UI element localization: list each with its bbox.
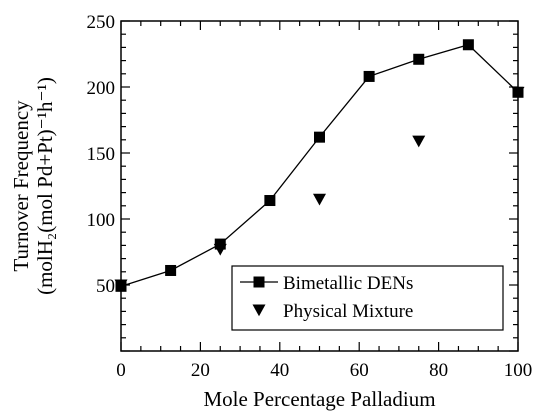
x-tick-label: 0 xyxy=(116,360,126,381)
y-axis-title-line1: Turnover Frequency xyxy=(9,100,33,272)
data-point-square xyxy=(264,195,276,207)
series-layer xyxy=(114,39,525,292)
legend-label: Physical Mixture xyxy=(283,301,413,322)
data-point-square xyxy=(413,53,425,65)
y-tick-label: 250 xyxy=(87,12,116,33)
data-point-square xyxy=(165,264,177,276)
y-tick-label: 200 xyxy=(87,78,116,99)
data-point-triangle xyxy=(412,135,426,148)
data-point-triangle xyxy=(313,193,326,206)
axis-ticks xyxy=(120,20,519,352)
x-tick-label: 60 xyxy=(350,360,369,381)
y-axis-title: Turnover Frequency (molH₂(mol Pd+Pt)⁻¹h⁻… xyxy=(9,77,57,295)
series-bimetallic-dens xyxy=(115,39,524,292)
x-tick-label: 80 xyxy=(429,360,448,381)
data-point-triangle xyxy=(511,86,525,99)
legend-item: Physical Mixture xyxy=(252,301,413,322)
data-point-square xyxy=(314,131,325,143)
x-tick-label: 100 xyxy=(504,360,533,381)
tick-labels: 0 20 40 60 80 100 50 100 150 200 250 xyxy=(87,12,533,381)
series-physical-mixture xyxy=(114,86,525,292)
data-point-triangle xyxy=(213,243,227,256)
series-line xyxy=(120,44,519,287)
legend-label: Bimetallic DENs xyxy=(283,273,413,294)
y-axis-title-line2: (molH₂(mol Pd+Pt)⁻¹h⁻¹) xyxy=(33,77,57,295)
legend-box xyxy=(231,265,504,331)
y-tick-label: 150 xyxy=(87,144,116,165)
y-tick-label: 100 xyxy=(87,210,116,231)
legend: Bimetallic DENs Physical Mixture xyxy=(231,265,504,331)
legend-marker-square xyxy=(253,276,265,288)
legend-item: Bimetallic DENs xyxy=(240,273,413,294)
x-axis-title: Mole Percentage Palladium xyxy=(203,387,435,411)
legend-marker-triangle xyxy=(252,304,266,317)
x-tick-label: 20 xyxy=(191,360,210,381)
data-point-triangle xyxy=(114,279,128,292)
x-tick-label: 40 xyxy=(270,360,289,381)
data-point-square xyxy=(363,70,375,82)
y-tick-label: 50 xyxy=(96,276,115,297)
data-point-square xyxy=(462,39,474,51)
